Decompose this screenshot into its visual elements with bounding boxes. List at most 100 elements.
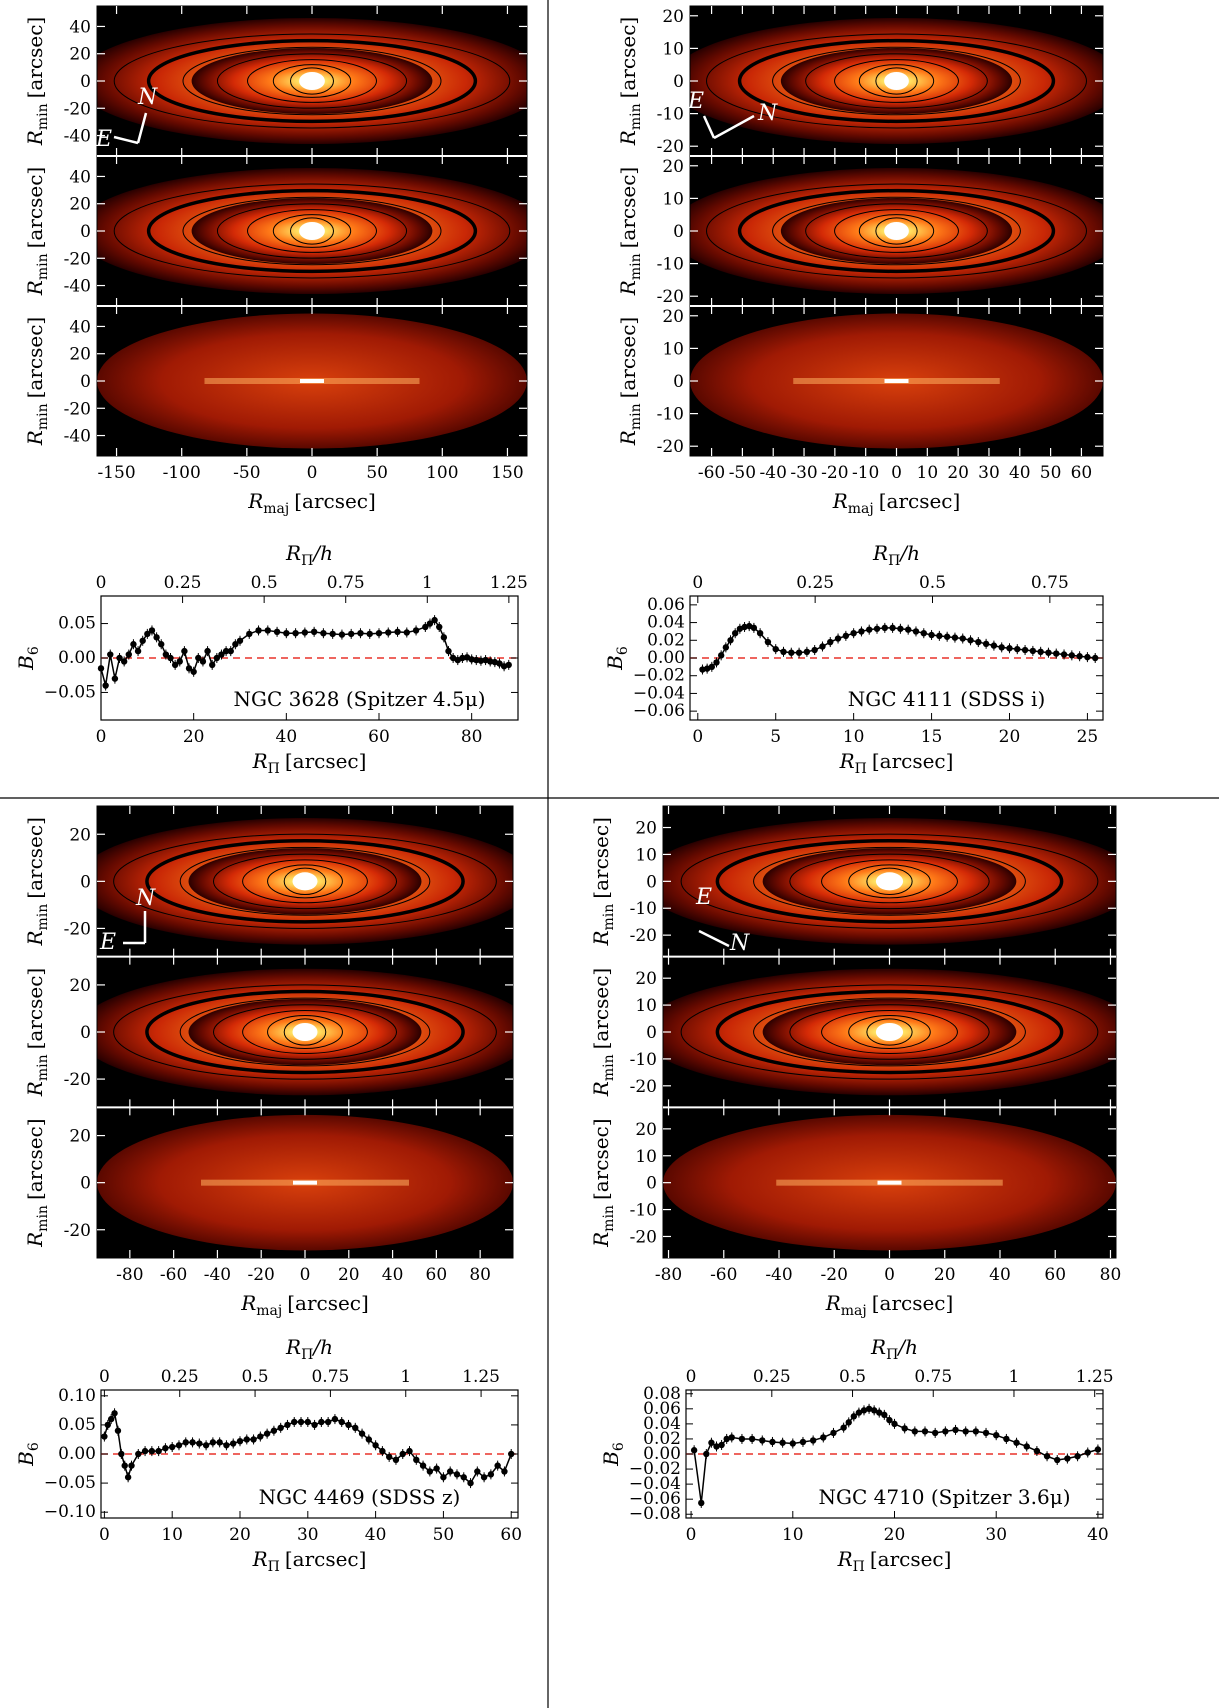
y-tick-label: 0: [80, 372, 91, 392]
panel-ngc3628: -40 -20 0 20 40 Rmin [arcsec] -40 -20 0 20 40 Rmin [a…: [14, 5, 528, 777]
data-point: [962, 1428, 969, 1435]
model-image: [97, 956, 513, 1108]
data-point: [216, 1439, 223, 1446]
x-tick-label: 20: [338, 1265, 360, 1285]
x-tick-label: 10: [161, 1525, 183, 1545]
isophote-contour: [283, 867, 327, 896]
data-point: [819, 643, 826, 650]
x-tick-label: 20: [934, 1265, 956, 1285]
data-point: [426, 1468, 434, 1475]
data-point: [141, 1447, 149, 1455]
data-point: [788, 649, 795, 656]
xlabel-sub: maj: [848, 501, 874, 517]
xlabel-sub: Π: [268, 1559, 280, 1575]
compass-north-label: N: [729, 931, 750, 956]
x-tick-label: 60: [426, 1265, 448, 1285]
ylabel-sub: min: [35, 403, 51, 430]
x-tick-label: -60: [710, 1265, 737, 1285]
y-tick-label: -10: [657, 105, 684, 125]
data-point: [124, 1474, 132, 1481]
xlabel-main: R: [825, 1291, 841, 1315]
data-point: [827, 638, 834, 646]
galaxy-annotation: NGC 4469 (SDSS z): [259, 1485, 461, 1509]
data-image: [97, 806, 513, 957]
xlabel-main: R: [839, 749, 855, 773]
ylabel-sub: min: [628, 103, 644, 130]
data-point: [1076, 653, 1083, 660]
data-point: [834, 635, 842, 642]
x-tick-label: -150: [97, 463, 135, 483]
isophote-contour: [834, 209, 959, 253]
y-axis-label: Rmin [arcsec]: [23, 17, 51, 146]
y-tick-label: 0.05: [58, 1415, 96, 1435]
data-point: [394, 628, 401, 636]
data-point: [431, 616, 438, 624]
x-axis-label: Rmaj [arcsec]: [825, 1291, 954, 1319]
data-point: [134, 647, 142, 655]
ylabel-sub: min: [601, 1054, 617, 1081]
isophote-contour: [680, 833, 1099, 929]
ylabel-main: B: [603, 655, 627, 671]
data-point: [803, 648, 811, 655]
isophote-contour: [715, 989, 1064, 1075]
top-tick-label: 1.25: [1076, 1367, 1114, 1387]
data-point: [959, 635, 966, 642]
data-point: [1029, 647, 1037, 655]
top-tick-label: 0.75: [1031, 573, 1069, 593]
y-tick-label: −0.10: [44, 1502, 96, 1522]
y-axis-label: Rmin [arcsec]: [23, 167, 51, 296]
data-point: [998, 644, 1005, 651]
xlabel-unit: [arcsec]: [287, 1291, 369, 1315]
data-point: [223, 1442, 230, 1449]
ylabel-sub: min: [35, 253, 51, 280]
data-point: [406, 1447, 413, 1455]
top-main: R: [285, 541, 301, 565]
y-tick-label: 20: [69, 45, 91, 65]
y-tick-label: 0: [646, 1174, 657, 1194]
data-point: [850, 630, 857, 637]
data-point: [329, 630, 336, 638]
y-tick-label: 20: [635, 969, 657, 989]
isophote-contour: [283, 1018, 327, 1046]
data-point: [236, 637, 244, 644]
compass-north-label: N: [757, 101, 778, 126]
xlabel-unit: [arcsec]: [872, 749, 954, 773]
data-point: [190, 668, 197, 675]
data-point: [153, 634, 160, 641]
x-tick-label: -40: [760, 463, 787, 483]
b6-top-label: RΠ/h: [285, 1335, 333, 1363]
x-tick-label: 0: [300, 1265, 311, 1285]
y-tick-label: -20: [630, 1077, 657, 1097]
compass-east-label: E: [695, 885, 712, 910]
galaxy-core: [299, 72, 325, 90]
y-tick-label: 0: [80, 72, 91, 92]
data-point: [769, 1438, 776, 1446]
ylabel-unit: [arcsec]: [616, 317, 640, 399]
x-tick-label: 80: [469, 1265, 491, 1285]
y-tick-label: 40: [69, 317, 91, 337]
y-axis-label: Rmin [arcsec]: [23, 1118, 51, 1247]
isophote-contour: [290, 67, 334, 95]
data-point: [842, 632, 850, 640]
top-tick-label: 0.25: [164, 573, 202, 593]
xlabel-unit: [arcsec]: [879, 489, 961, 513]
data-point: [196, 1440, 203, 1447]
x-axis-label: Rmaj [arcsec]: [247, 489, 376, 517]
data-point: [263, 1430, 271, 1437]
data-point: [97, 665, 105, 672]
top-tick-label: 0.25: [796, 573, 834, 593]
x-tick-label: 80: [461, 727, 483, 747]
data-point: [897, 625, 904, 632]
x-tick-label: -40: [204, 1265, 231, 1285]
data-point: [144, 630, 151, 638]
data-point: [904, 626, 912, 633]
xlabel-main: R: [240, 1291, 256, 1315]
compass-east-label: E: [687, 89, 704, 114]
compass-east-arrow: [702, 115, 716, 139]
compass-east-arrow: [113, 135, 139, 145]
data-point: [496, 660, 503, 667]
y-tick-label: -10: [630, 899, 657, 919]
data-point: [338, 631, 346, 638]
y-axis-label: Rmin [arcsec]: [589, 1118, 617, 1247]
